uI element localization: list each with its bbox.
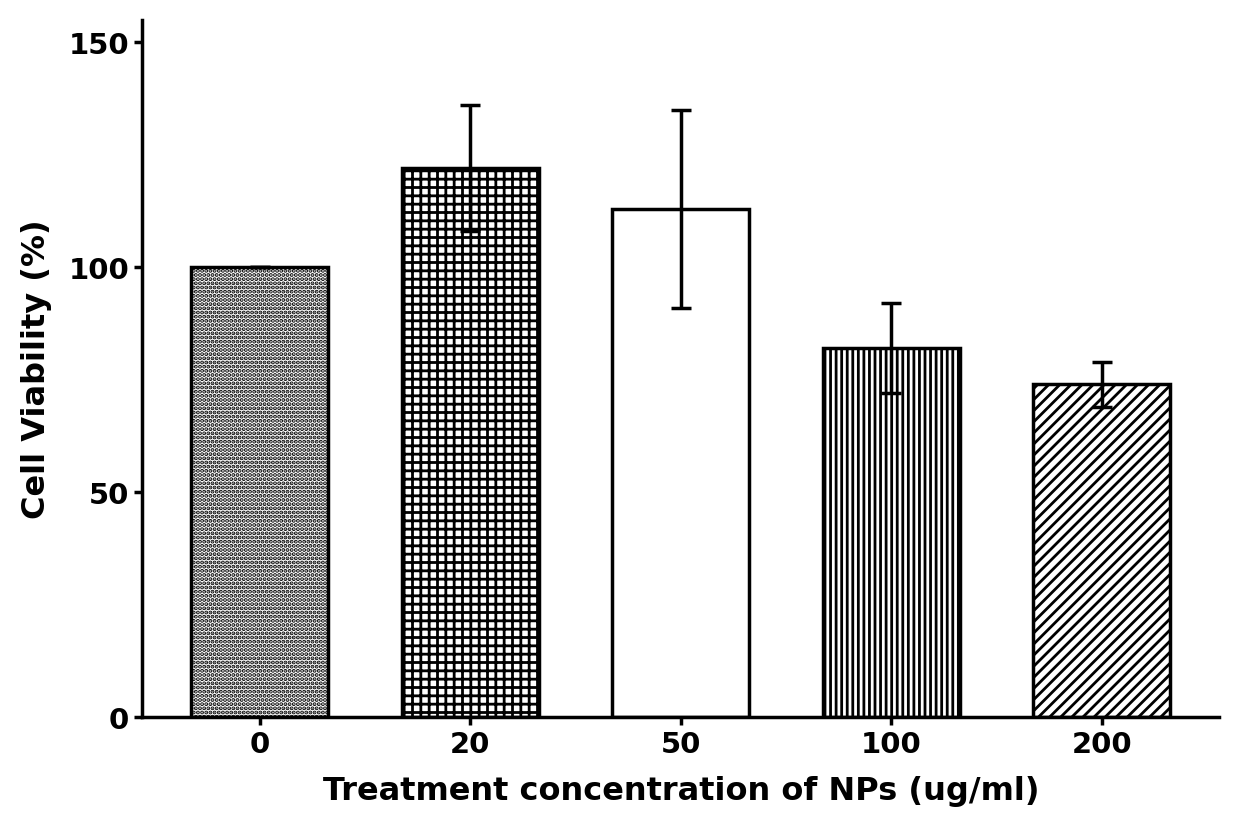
Bar [613,209,749,718]
Bar [823,349,960,718]
Bar [191,268,329,718]
Y-axis label: Cell Viability (%): Cell Viability (%) [21,219,52,519]
X-axis label: Treatment concentration of NPs (ug/ml): Treatment concentration of NPs (ug/ml) [322,775,1039,806]
Bar [402,170,538,718]
Bar [1033,385,1171,718]
